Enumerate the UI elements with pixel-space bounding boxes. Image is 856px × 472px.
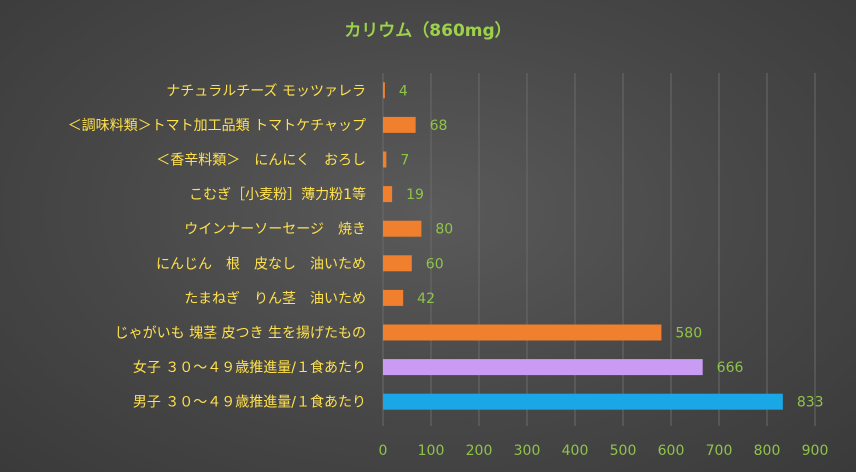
bar-0 [383, 82, 385, 99]
category-label-7: じゃがいも 塊茎 皮つき 生を揚げたもの [115, 325, 366, 342]
chart-title: カリウム（860mg） [344, 20, 511, 41]
x-tick-label-1: 100 [418, 443, 445, 459]
x-tick-label-5: 500 [610, 443, 637, 459]
bar-1 [383, 116, 416, 133]
x-tick-label-4: 400 [562, 443, 589, 459]
category-label-4: ウインナーソーセージ 焼き [184, 222, 366, 238]
value-label-1: 68 [430, 118, 448, 134]
bar-2 [383, 151, 387, 168]
value-labels: 4 68 7 19 80 60 42 580 666 833 [399, 83, 824, 410]
x-tick-label-0: 0 [379, 443, 388, 459]
x-tick-label-9: 900 [802, 443, 829, 459]
category-label-5: にんじん 根 皮なし 油いため [156, 256, 366, 272]
bar-5 [383, 255, 412, 272]
category-label-9: 男子 ３０～４９歳推進量/１食あたり [133, 394, 366, 411]
value-label-6: 42 [417, 291, 435, 307]
bar-9 [383, 393, 783, 410]
x-tick-label-6: 600 [658, 443, 685, 459]
bar-4 [383, 220, 422, 237]
x-tick-label-7: 700 [706, 443, 733, 459]
value-label-8: 666 [717, 360, 744, 376]
x-axis-tick-labels: 0 100 200 300 400 500 600 700 800 900 [379, 443, 829, 459]
value-label-3: 19 [406, 187, 424, 203]
category-label-3: こむぎ［小麦粉］薄力粉1等 [189, 186, 366, 203]
category-label-8: 女子 ３０～４９歳推進量/１食あたり [133, 359, 366, 376]
value-label-4: 80 [435, 222, 453, 238]
grid-lines [382, 73, 816, 426]
value-label-5: 60 [426, 256, 444, 272]
value-label-7: 580 [675, 326, 702, 342]
value-label-9: 833 [797, 395, 824, 411]
x-tick-label-2: 200 [466, 443, 493, 459]
x-tick-label-3: 300 [514, 443, 541, 459]
bar-8 [383, 359, 703, 376]
bars [383, 82, 783, 410]
bar-6 [383, 289, 404, 306]
x-tick-label-8: 800 [754, 443, 781, 459]
category-label-2: ＜香辛料類＞ にんにく おろし [156, 153, 366, 169]
bar-3 [383, 186, 393, 203]
category-label-1: ＜調味料類＞トマト加工品類 トマトケチャップ [68, 118, 366, 134]
category-labels: ナチュラルチーズ モッツァレラ ＜調味料類＞トマト加工品類 トマトケチャップ ＜香辛… [68, 83, 366, 410]
bar-7 [383, 324, 662, 341]
value-label-2: 7 [400, 153, 409, 169]
category-label-6: たまねぎ りん茎 油いため [184, 291, 366, 307]
value-label-0: 4 [399, 83, 408, 99]
category-label-0: ナチュラルチーズ モッツァレラ [166, 83, 366, 99]
